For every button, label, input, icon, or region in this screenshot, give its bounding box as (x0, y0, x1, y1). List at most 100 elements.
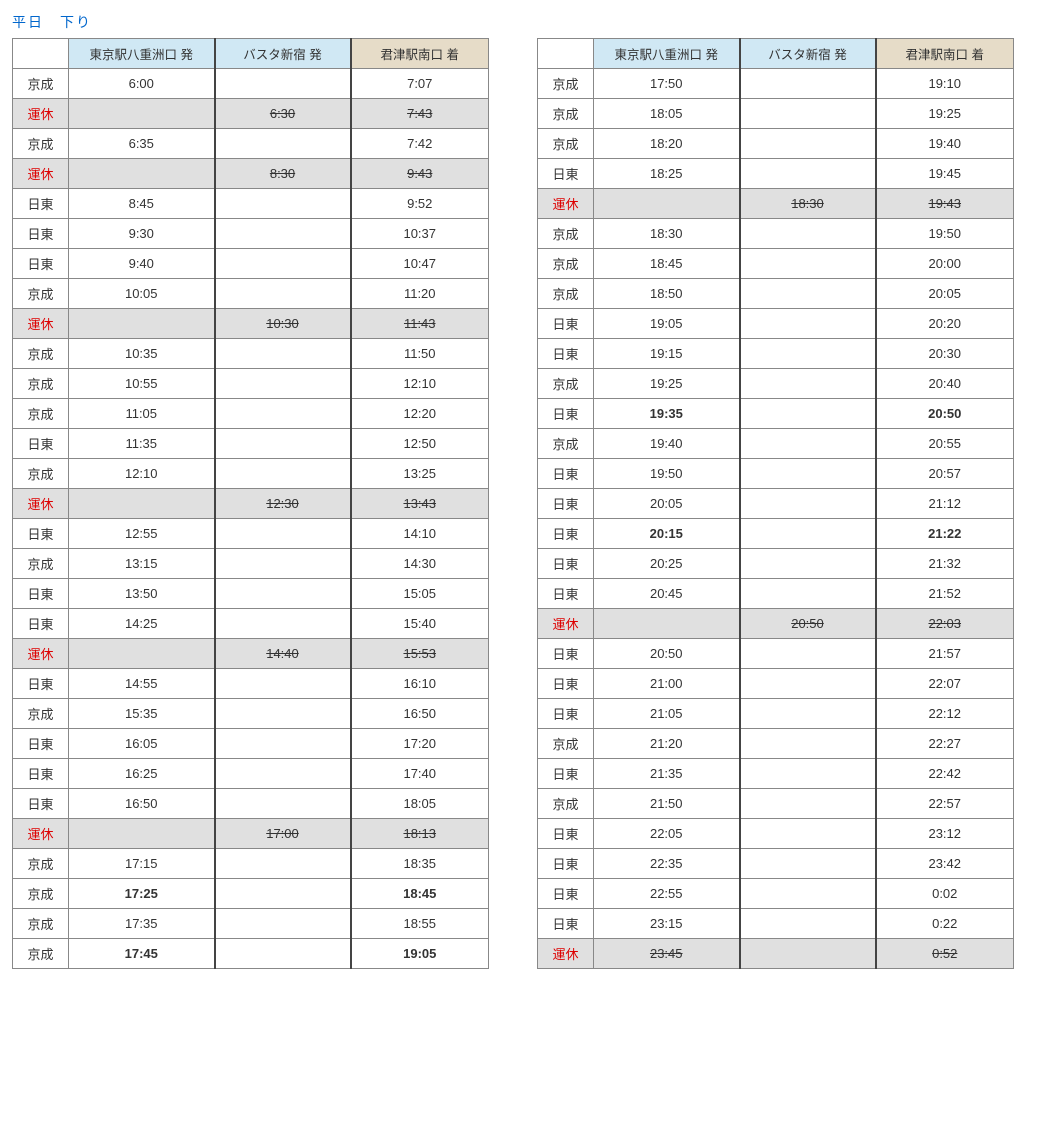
table-row: 京成6:357:42 (13, 129, 489, 159)
time-cell: 18:25 (594, 159, 740, 189)
time-cell (215, 909, 351, 939)
time-cell: 10:47 (351, 249, 489, 279)
header-kimitsu: 君津駅南口 着 (351, 39, 489, 69)
time-cell: 23:15 (594, 909, 740, 939)
time-cell: 10:55 (69, 369, 215, 399)
time-cell (69, 639, 215, 669)
table-row: 日東19:1520:30 (538, 339, 1014, 369)
operator-cell: 日東 (538, 459, 594, 489)
table-row: 日東20:4521:52 (538, 579, 1014, 609)
time-cell: 17:45 (69, 939, 215, 969)
operator-cell: 日東 (538, 489, 594, 519)
time-cell: 16:50 (351, 699, 489, 729)
time-cell: 18:13 (351, 819, 489, 849)
table-row: 京成11:0512:20 (13, 399, 489, 429)
table-row: 京成17:4519:05 (13, 939, 489, 969)
operator-cell: 京成 (538, 69, 594, 99)
table-row: 日東22:3523:42 (538, 849, 1014, 879)
time-cell: 7:42 (351, 129, 489, 159)
table-row: 日東19:5020:57 (538, 459, 1014, 489)
operator-cell: 日東 (538, 549, 594, 579)
time-cell (215, 429, 351, 459)
time-cell: 7:07 (351, 69, 489, 99)
time-cell: 10:30 (215, 309, 351, 339)
table-row: 日東8:459:52 (13, 189, 489, 219)
operator-cell: 日東 (538, 309, 594, 339)
time-cell (69, 489, 215, 519)
time-cell: 21:50 (594, 789, 740, 819)
header-shinjuku: バスタ新宿 発 (740, 39, 876, 69)
time-cell: 8:30 (215, 159, 351, 189)
operator-cell: 京成 (538, 129, 594, 159)
time-cell: 15:53 (351, 639, 489, 669)
time-cell: 6:30 (215, 99, 351, 129)
time-cell: 20:55 (876, 429, 1014, 459)
table-row: 日東9:3010:37 (13, 219, 489, 249)
time-cell: 21:32 (876, 549, 1014, 579)
time-cell: 20:45 (594, 579, 740, 609)
table-row: 日東16:5018:05 (13, 789, 489, 819)
table-row: 京成6:007:07 (13, 69, 489, 99)
operator-cell: 日東 (538, 399, 594, 429)
time-cell (740, 669, 876, 699)
operator-cell: 日東 (13, 609, 69, 639)
table-row: 運休6:307:43 (13, 99, 489, 129)
operator-cell: 京成 (538, 219, 594, 249)
time-cell: 12:55 (69, 519, 215, 549)
time-cell (215, 189, 351, 219)
timetable-container: 東京駅八重洲口 発 バスタ新宿 発 君津駅南口 着 京成6:007:07運休6:… (12, 38, 1039, 969)
table-row: 京成19:4020:55 (538, 429, 1014, 459)
operator-cell: 運休 (13, 159, 69, 189)
time-cell (69, 159, 215, 189)
time-cell (215, 519, 351, 549)
operator-cell: 京成 (13, 699, 69, 729)
time-cell (740, 69, 876, 99)
table-row: 京成21:5022:57 (538, 789, 1014, 819)
table-row: 日東14:5516:10 (13, 669, 489, 699)
time-cell: 22:57 (876, 789, 1014, 819)
time-cell: 14:30 (351, 549, 489, 579)
time-cell: 12:30 (215, 489, 351, 519)
operator-cell: 日東 (538, 699, 594, 729)
operator-cell: 運休 (13, 309, 69, 339)
table-row: 日東14:2515:40 (13, 609, 489, 639)
time-cell: 21:05 (594, 699, 740, 729)
time-cell (740, 249, 876, 279)
table-row: 運休12:3013:43 (13, 489, 489, 519)
time-cell (740, 819, 876, 849)
time-cell (740, 579, 876, 609)
time-cell (215, 939, 351, 969)
table-row: 京成12:1013:25 (13, 459, 489, 489)
time-cell: 20:00 (876, 249, 1014, 279)
time-cell (69, 309, 215, 339)
time-cell (594, 189, 740, 219)
time-cell (740, 459, 876, 489)
time-cell (215, 879, 351, 909)
time-cell (740, 429, 876, 459)
table-row: 日東21:0522:12 (538, 699, 1014, 729)
time-cell: 19:35 (594, 399, 740, 429)
time-cell: 20:05 (876, 279, 1014, 309)
operator-cell: 日東 (13, 789, 69, 819)
time-cell (215, 279, 351, 309)
time-cell: 13:43 (351, 489, 489, 519)
table-row: 運休20:5022:03 (538, 609, 1014, 639)
operator-cell: 日東 (13, 759, 69, 789)
operator-cell: 日東 (538, 669, 594, 699)
time-cell (740, 309, 876, 339)
time-cell (215, 249, 351, 279)
table-row: 京成17:1518:35 (13, 849, 489, 879)
table-row: 京成15:3516:50 (13, 699, 489, 729)
time-cell (215, 729, 351, 759)
operator-cell: 日東 (538, 819, 594, 849)
operator-cell: 京成 (538, 729, 594, 759)
operator-cell: 日東 (538, 579, 594, 609)
time-cell: 9:52 (351, 189, 489, 219)
time-cell (215, 579, 351, 609)
table-row: 京成18:2019:40 (538, 129, 1014, 159)
table-row: 京成17:5019:10 (538, 69, 1014, 99)
time-cell: 19:10 (876, 69, 1014, 99)
operator-cell: 日東 (538, 159, 594, 189)
operator-cell: 日東 (13, 669, 69, 699)
time-cell: 11:05 (69, 399, 215, 429)
